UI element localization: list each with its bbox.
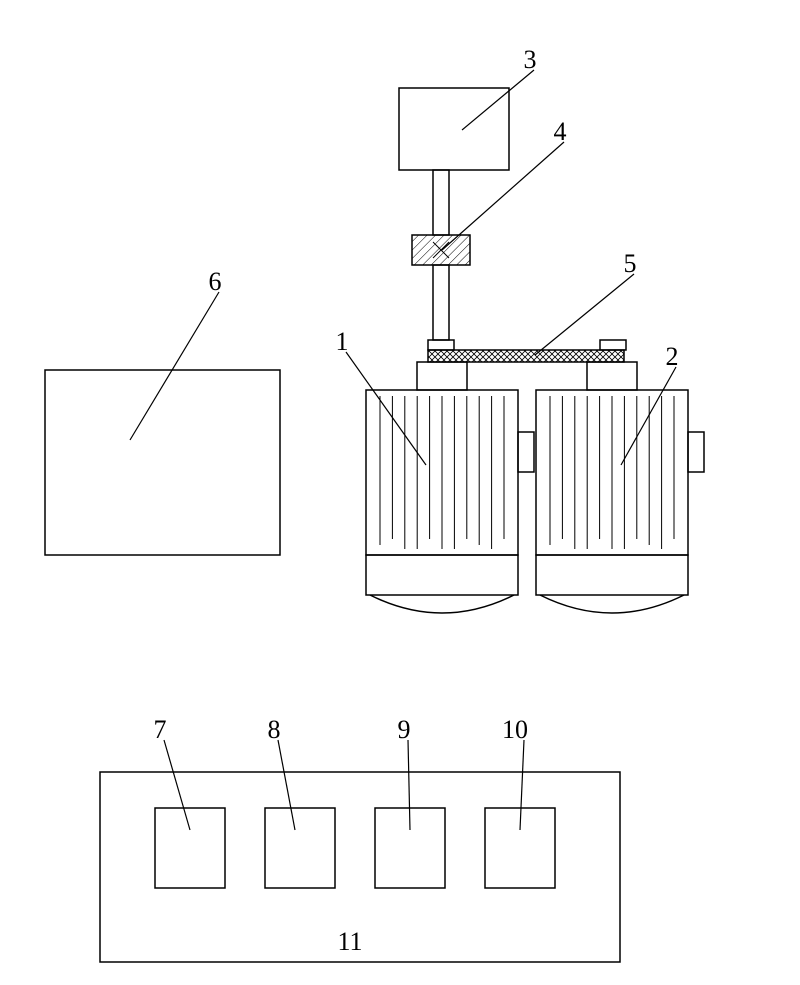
shaft-lower [433,265,449,340]
motor-2-terminal [688,432,704,472]
box-3 [399,88,509,170]
label-l6: 6 [209,267,222,296]
label-l3: 3 [524,45,537,74]
belt-5 [428,350,624,362]
pulley-hub-left [428,340,454,350]
slot-8 [265,808,335,888]
leader-l3 [462,70,534,130]
diagram-layer: 1 2 3 4 5 6 7 8 9 10 11 [45,45,704,962]
label-l1: 1 [336,327,349,356]
motor-1-base [366,555,518,613]
pulley-hub-right [600,340,626,350]
leader-l2 [621,367,676,465]
label-l4: 4 [554,117,567,146]
motor-1-neck [417,362,467,390]
label-l2: 2 [666,342,679,371]
leader-l4 [442,142,564,250]
label-l9: 9 [398,715,411,744]
leader-l5 [535,274,634,355]
leader-l8 [278,740,295,830]
leader-l1 [346,352,426,465]
label-l11: 11 [337,927,362,956]
motor-1-terminal [518,432,534,472]
shaft-upper [433,170,449,235]
slot-7 [155,808,225,888]
leader-l6 [130,292,219,440]
label-l10: 10 [502,715,528,744]
leader-l7 [164,740,190,830]
box-6 [45,370,280,555]
label-l5: 5 [624,249,637,278]
technical-diagram: 1 2 3 4 5 6 7 8 9 10 11 [0,0,800,985]
motor-2-neck [587,362,637,390]
motor-2-base [536,555,688,613]
leader-l10 [520,740,524,830]
leader-l9 [408,740,410,830]
label-l8: 8 [268,715,281,744]
label-l7: 7 [154,715,167,744]
